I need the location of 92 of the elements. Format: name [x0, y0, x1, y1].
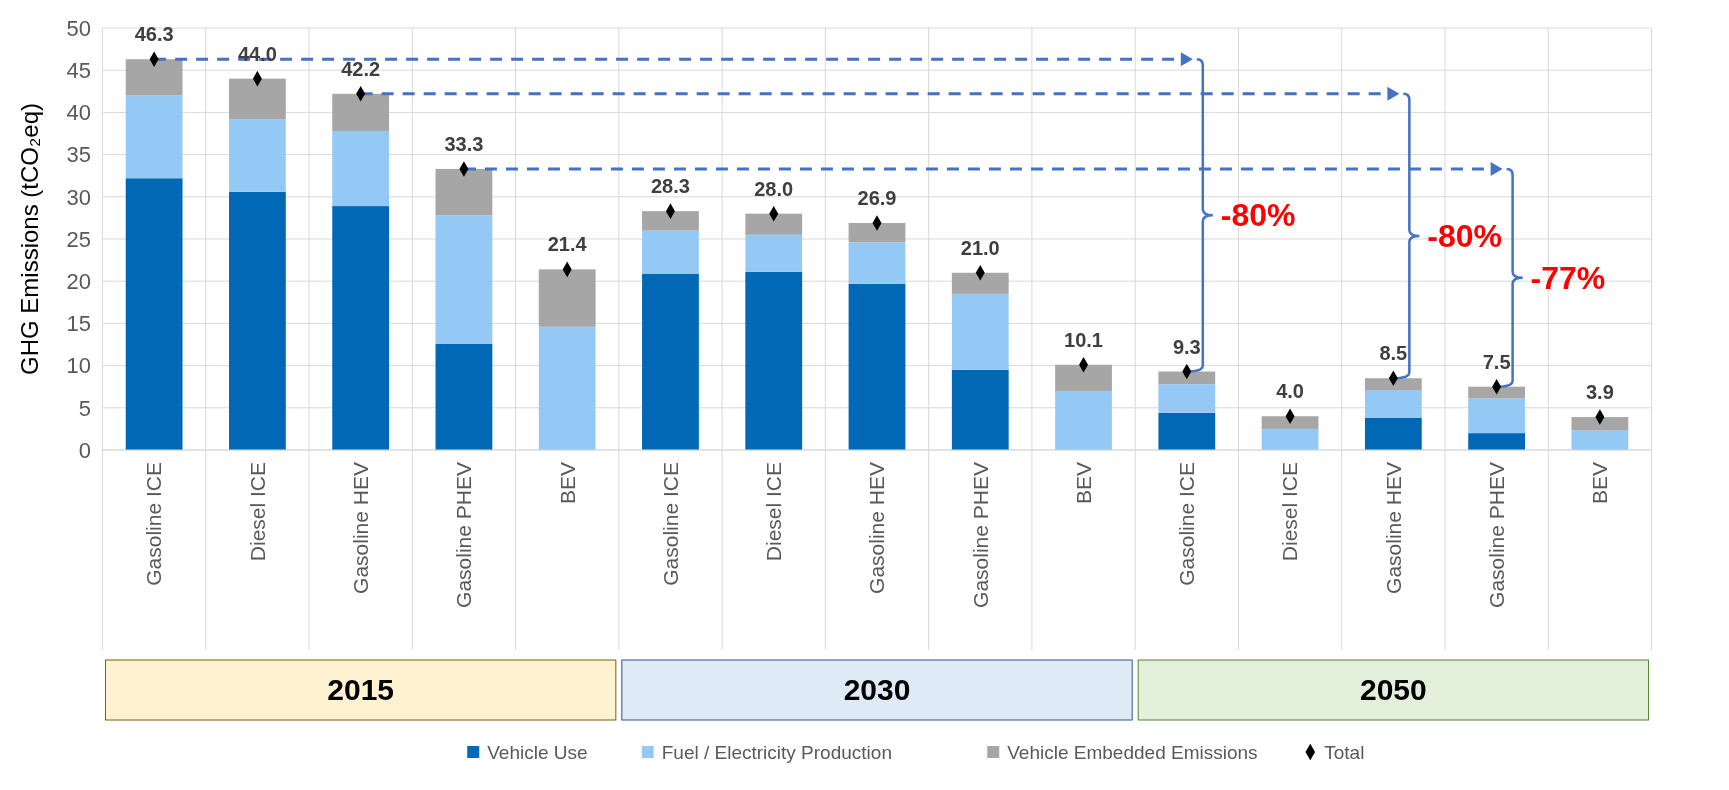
x-tick-label: Gasoline ICE [658, 462, 682, 586]
y-tick-label: 20 [66, 268, 91, 294]
y-tick-label: 30 [66, 184, 91, 210]
bar [435, 343, 493, 450]
y-tick-label: 5 [78, 395, 91, 421]
data-label: 42.2 [341, 57, 381, 80]
bar [538, 269, 596, 327]
bar [1468, 398, 1526, 434]
bar [1055, 390, 1112, 450]
bar [848, 242, 906, 284]
x-tick-label: BEV [1071, 462, 1095, 505]
bar [435, 168, 493, 216]
bar [125, 178, 183, 450]
bar [951, 293, 1009, 370]
bar [642, 211, 699, 231]
bar [435, 215, 493, 344]
bar [538, 326, 596, 450]
bar [1158, 412, 1216, 450]
data-label: 9.3 [1172, 335, 1201, 358]
x-tick-label: Gasoline ICE [142, 462, 166, 586]
bar [1364, 390, 1422, 418]
text: 2015 [327, 673, 395, 706]
legend-label: Fuel / Electricity Production [661, 742, 892, 763]
data-label: 26.9 [857, 186, 897, 209]
x-tick-label: Diesel ICE [245, 462, 269, 562]
y-tick-label: 45 [66, 57, 91, 83]
bar [642, 273, 699, 450]
legend-label: Vehicle Embedded Emissions [1007, 742, 1258, 763]
y-tick-label: 40 [66, 100, 91, 126]
bar [1468, 386, 1526, 399]
legend-label: Vehicle Use [487, 742, 588, 763]
annotation: -80% [1427, 218, 1503, 255]
bar [228, 191, 286, 450]
y-tick-label: 15 [66, 311, 91, 337]
x-tick-label: Diesel ICE [1278, 462, 1302, 562]
data-label: 21.0 [960, 236, 1000, 259]
data-label: 28.0 [754, 177, 794, 200]
bar [1261, 428, 1319, 450]
y-tick-label: 35 [66, 142, 91, 168]
data-label: 7.5 [1482, 350, 1511, 373]
bar [848, 222, 906, 243]
bar [1364, 417, 1422, 450]
bar [848, 283, 906, 450]
data-label: 10.1 [1064, 328, 1104, 351]
x-tick-label: Gasoline HEV [349, 462, 373, 594]
bar [1158, 384, 1216, 413]
bar [745, 213, 803, 235]
bar [332, 206, 390, 450]
x-tick-label: Diesel ICE [762, 462, 786, 562]
bar [951, 272, 1009, 294]
data-label: 3.9 [1585, 381, 1614, 404]
bar [951, 369, 1009, 450]
bar [332, 130, 390, 207]
bar [125, 59, 183, 96]
x-tick-label: BEV [555, 462, 579, 505]
bar [745, 234, 803, 272]
y-tick-label: 0 [78, 437, 91, 463]
data-label: 46.3 [134, 23, 174, 46]
bar [1571, 417, 1629, 431]
bar [125, 95, 183, 179]
annotation: -77% [1530, 259, 1606, 296]
bar [745, 271, 803, 450]
bar [1364, 378, 1422, 391]
data-label: 8.5 [1379, 342, 1408, 365]
bar [1468, 433, 1526, 450]
data-label: 33.3 [444, 132, 484, 155]
bar [1055, 364, 1112, 391]
x-tick-label: Gasoline HEV [1381, 462, 1405, 594]
x-tick-label: Gasoline PHEV [1484, 462, 1508, 608]
text: 2050 [1359, 673, 1427, 706]
bar [228, 78, 286, 120]
bar [332, 93, 390, 131]
text: 2030 [843, 673, 911, 706]
y-tick-label: 10 [66, 353, 91, 379]
x-tick-label: Gasoline PHEV [968, 462, 992, 608]
annotation: -80% [1220, 197, 1296, 234]
bar [642, 230, 699, 274]
data-label: 28.3 [650, 175, 690, 198]
x-tick-label: Gasoline HEV [865, 462, 889, 594]
bar [1158, 371, 1216, 385]
data-label: 21.4 [547, 233, 588, 256]
x-tick-label: BEV [1588, 462, 1612, 505]
bar [1261, 416, 1319, 429]
y-axis-title: GHG Emissions (tCO₂eq) [16, 102, 43, 376]
bar [1571, 430, 1629, 450]
y-tick-label: 50 [66, 15, 91, 41]
legend-label: Total [1324, 742, 1365, 763]
data-label: 4.0 [1276, 380, 1304, 403]
x-tick-label: Gasoline PHEV [452, 462, 476, 608]
x-tick-label: Gasoline ICE [1175, 462, 1199, 586]
y-tick-label: 25 [66, 226, 91, 252]
bar [228, 119, 286, 192]
